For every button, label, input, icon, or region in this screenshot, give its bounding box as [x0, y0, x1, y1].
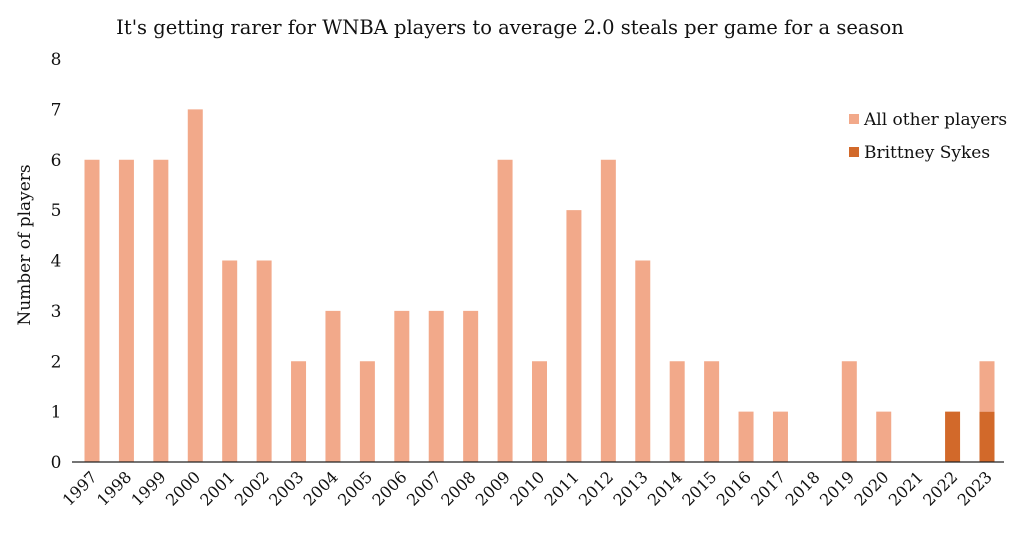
- x-tick-label: 2002: [231, 467, 273, 509]
- y-tick-label: 6: [51, 151, 62, 171]
- x-tick-label: 2007: [403, 467, 445, 509]
- x-tick-label: 2023: [954, 467, 996, 509]
- x-tick-label: 2018: [781, 467, 823, 509]
- x-tick-label: 2015: [678, 467, 720, 509]
- y-tick-label: 5: [51, 201, 62, 221]
- bar-all-other-players: [428, 310, 444, 462]
- bar-all-other-players: [118, 159, 134, 462]
- x-tick-label: 2001: [196, 467, 238, 509]
- y-tick-label: 4: [51, 252, 62, 272]
- bar-all-other-players: [738, 411, 754, 462]
- x-tick-label: 2019: [816, 467, 858, 509]
- bar-all-other-players: [669, 361, 685, 462]
- x-tick-label: 2004: [300, 467, 342, 509]
- bar-all-other-players: [600, 159, 616, 462]
- bar-all-other-players: [497, 159, 513, 462]
- bars: [84, 109, 995, 462]
- bar-all-other-players: [635, 260, 651, 462]
- x-tick-label: 2022: [919, 467, 961, 509]
- bar-all-other-players: [979, 361, 995, 412]
- bar-brittney-sykes: [979, 411, 995, 462]
- bar-all-other-players: [841, 361, 857, 462]
- bar-all-other-players: [325, 310, 341, 462]
- x-tick-label: 1998: [93, 467, 135, 509]
- legend-swatch: [849, 147, 859, 157]
- y-tick-label: 3: [51, 302, 62, 322]
- x-tick-label: 2011: [541, 467, 583, 509]
- x-tick-label: 2008: [437, 467, 479, 509]
- bar-all-other-players: [394, 310, 410, 462]
- y-tick-label: 8: [51, 50, 62, 70]
- x-tick-label: 2006: [368, 467, 410, 509]
- y-tick-label: 7: [51, 100, 62, 120]
- bar-all-other-players: [187, 109, 203, 462]
- y-tick-label: 2: [51, 352, 62, 372]
- bar-all-other-players: [876, 411, 892, 462]
- legend-label: All other players: [863, 110, 1007, 130]
- x-tick-label: 2003: [265, 467, 307, 509]
- bar-all-other-players: [222, 260, 238, 462]
- x-tick-label: 2017: [747, 467, 789, 509]
- x-tick-label: 1997: [59, 467, 101, 509]
- bar-all-other-players: [153, 159, 169, 462]
- y-axis-ticks: 0 1 2 3 4 5 6 7 8: [51, 50, 62, 473]
- x-tick-label: 1999: [127, 467, 169, 509]
- bar-all-other-players: [704, 361, 720, 462]
- bar-all-other-players: [463, 310, 479, 462]
- bar-all-other-players: [84, 159, 100, 462]
- chart-title: It's getting rarer for WNBA players to a…: [116, 16, 904, 39]
- bar-all-other-players: [532, 361, 547, 462]
- x-axis-ticks: 1997199819992000200120022003200420052006…: [59, 467, 996, 509]
- x-tick-label: 2016: [713, 467, 755, 509]
- legend-swatch: [849, 114, 859, 124]
- bar-all-other-players: [772, 411, 788, 462]
- legend: All other players Brittney Sykes: [849, 110, 1007, 163]
- bar-all-other-players: [256, 260, 272, 462]
- x-tick-label: 2000: [162, 467, 204, 509]
- bar-brittney-sykes: [945, 411, 961, 462]
- bar-all-other-players: [359, 361, 375, 462]
- x-tick-label: 2010: [506, 467, 548, 509]
- x-tick-label: 2009: [472, 467, 514, 509]
- y-tick-label: 1: [51, 403, 62, 423]
- x-tick-label: 2020: [850, 467, 892, 509]
- y-tick-label: 0: [51, 453, 62, 473]
- bar-all-other-players: [566, 210, 582, 462]
- x-tick-label: 2005: [334, 467, 376, 509]
- x-tick-label: 2013: [609, 467, 651, 509]
- y-axis-label: Number of players: [15, 164, 35, 325]
- x-tick-label: 2012: [575, 467, 617, 509]
- bar-all-other-players: [291, 361, 307, 462]
- legend-label: Brittney Sykes: [864, 143, 990, 163]
- x-tick-label: 2021: [885, 467, 927, 509]
- x-tick-label: 2014: [644, 467, 686, 509]
